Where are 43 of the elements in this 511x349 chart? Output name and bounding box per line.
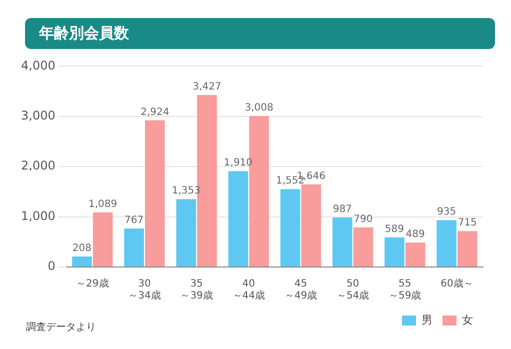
data-label: 489 bbox=[406, 229, 425, 240]
data-label: 767 bbox=[124, 215, 144, 226]
bar bbox=[457, 231, 478, 266]
data-label: 1,089 bbox=[88, 198, 118, 210]
x-tick-label: 60歳～ bbox=[440, 278, 474, 290]
bar bbox=[301, 184, 322, 266]
legend-label: 男 bbox=[422, 313, 432, 326]
data-label: 208 bbox=[72, 243, 92, 254]
x-tick-label: 40～44歳 bbox=[232, 278, 266, 302]
data-label: 715 bbox=[458, 218, 477, 229]
bar bbox=[405, 242, 426, 266]
y-tick-label: 1,000 bbox=[20, 208, 56, 223]
y-tick-label: 2,000 bbox=[20, 158, 56, 173]
bar bbox=[332, 217, 352, 266]
bar bbox=[72, 256, 92, 266]
bar bbox=[280, 189, 300, 266]
y-tick-label: 3,000 bbox=[20, 108, 56, 123]
legend-label: 女 bbox=[462, 313, 473, 326]
chart-title: 年齢別会員数 bbox=[25, 18, 495, 49]
data-label: 790 bbox=[354, 214, 373, 225]
y-tick-label: 4,000 bbox=[20, 58, 56, 72]
bar bbox=[228, 171, 248, 266]
bar bbox=[144, 120, 165, 266]
data-label: 2,924 bbox=[140, 106, 170, 118]
bar bbox=[353, 227, 374, 266]
bar bbox=[124, 228, 144, 266]
data-label: 3,427 bbox=[192, 82, 222, 93]
data-label: 935 bbox=[436, 206, 456, 218]
text: 調査データより bbox=[26, 320, 96, 334]
bar bbox=[92, 212, 113, 266]
x-tick-label: 45～49歳 bbox=[284, 278, 318, 302]
bar bbox=[436, 220, 456, 266]
y-tick-label: 0 bbox=[48, 259, 56, 274]
data-label: 987 bbox=[332, 204, 352, 216]
data-label: 589 bbox=[384, 224, 404, 236]
x-tick-label: 30～34歳 bbox=[128, 278, 161, 302]
x-tick-label: 50～54歳 bbox=[336, 278, 370, 302]
bar bbox=[176, 199, 196, 266]
x-tick-label: 55～59歳 bbox=[388, 278, 422, 302]
x-tick-label: ～29歳 bbox=[76, 278, 109, 290]
bar bbox=[384, 237, 404, 266]
data-label: 3,008 bbox=[244, 102, 274, 114]
x-tick-label: 35～39歳 bbox=[180, 278, 213, 302]
